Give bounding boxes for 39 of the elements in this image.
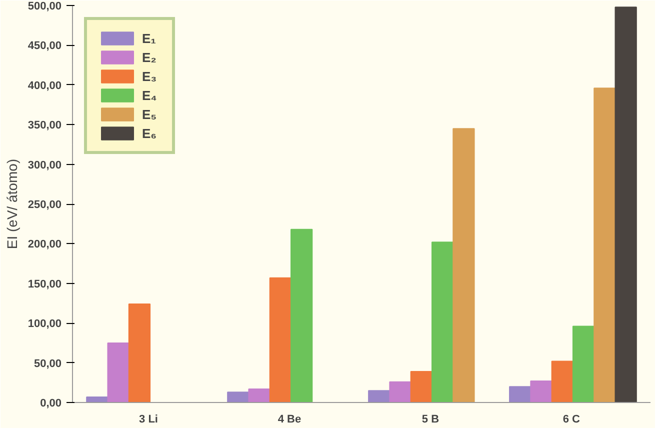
bar (128, 304, 151, 402)
bar (290, 228, 313, 402)
bar (452, 128, 475, 402)
y-tick-label: 350,00 (28, 120, 62, 132)
y-tick-label: 100,00 (28, 318, 62, 330)
bar (572, 326, 595, 402)
y-tick-label: 500,00 (28, 0, 62, 12)
bar (530, 380, 552, 402)
bar (410, 371, 432, 402)
y-tick-label: 150,00 (28, 278, 62, 290)
bar (227, 392, 250, 402)
legend-label: E₁ (142, 30, 158, 46)
bar (614, 6, 637, 402)
y-tick-label: 300,00 (28, 159, 62, 172)
y-tick-label: 400,00 (28, 80, 62, 92)
bar (248, 388, 270, 402)
x-tick-label: 5 B (422, 414, 440, 426)
legend-label: E₂ (142, 50, 158, 64)
bar (551, 360, 574, 402)
bar (107, 342, 130, 402)
y-axis-title: EI (eV/ átomo) (4, 158, 20, 250)
legend-label: E₅ (142, 106, 158, 122)
legend-label: E₃ (142, 68, 158, 84)
legend-label: E₄ (142, 88, 158, 102)
y-tick-label: 450,00 (28, 40, 62, 52)
y-tick-label: 250,00 (28, 199, 62, 211)
bar (269, 277, 292, 402)
x-tick-label: 4 Be (278, 414, 302, 426)
y-tick-label: 200,00 (28, 238, 62, 251)
legend-label: E₆ (142, 126, 158, 140)
bar (509, 386, 532, 402)
y-tick-label: 0,00 (40, 398, 62, 410)
bar (431, 242, 454, 402)
bar (368, 390, 390, 402)
y-tick-label: 50,00 (34, 358, 62, 370)
bar (594, 88, 616, 402)
bar (389, 381, 412, 402)
x-tick-label: 3 Li (139, 414, 158, 426)
x-tick-label: 6 C (562, 414, 580, 426)
